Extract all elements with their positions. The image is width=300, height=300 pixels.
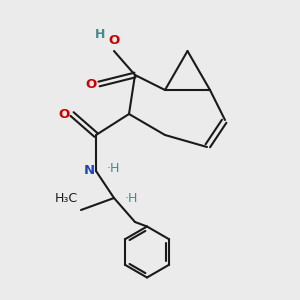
Text: ·H: ·H bbox=[124, 191, 138, 205]
Text: O: O bbox=[108, 34, 120, 46]
Text: O: O bbox=[58, 107, 70, 121]
Text: O: O bbox=[85, 77, 97, 91]
Text: N: N bbox=[83, 164, 94, 178]
Text: H: H bbox=[95, 28, 106, 40]
Text: H₃C: H₃C bbox=[55, 193, 78, 206]
Text: ·H: ·H bbox=[106, 161, 120, 175]
